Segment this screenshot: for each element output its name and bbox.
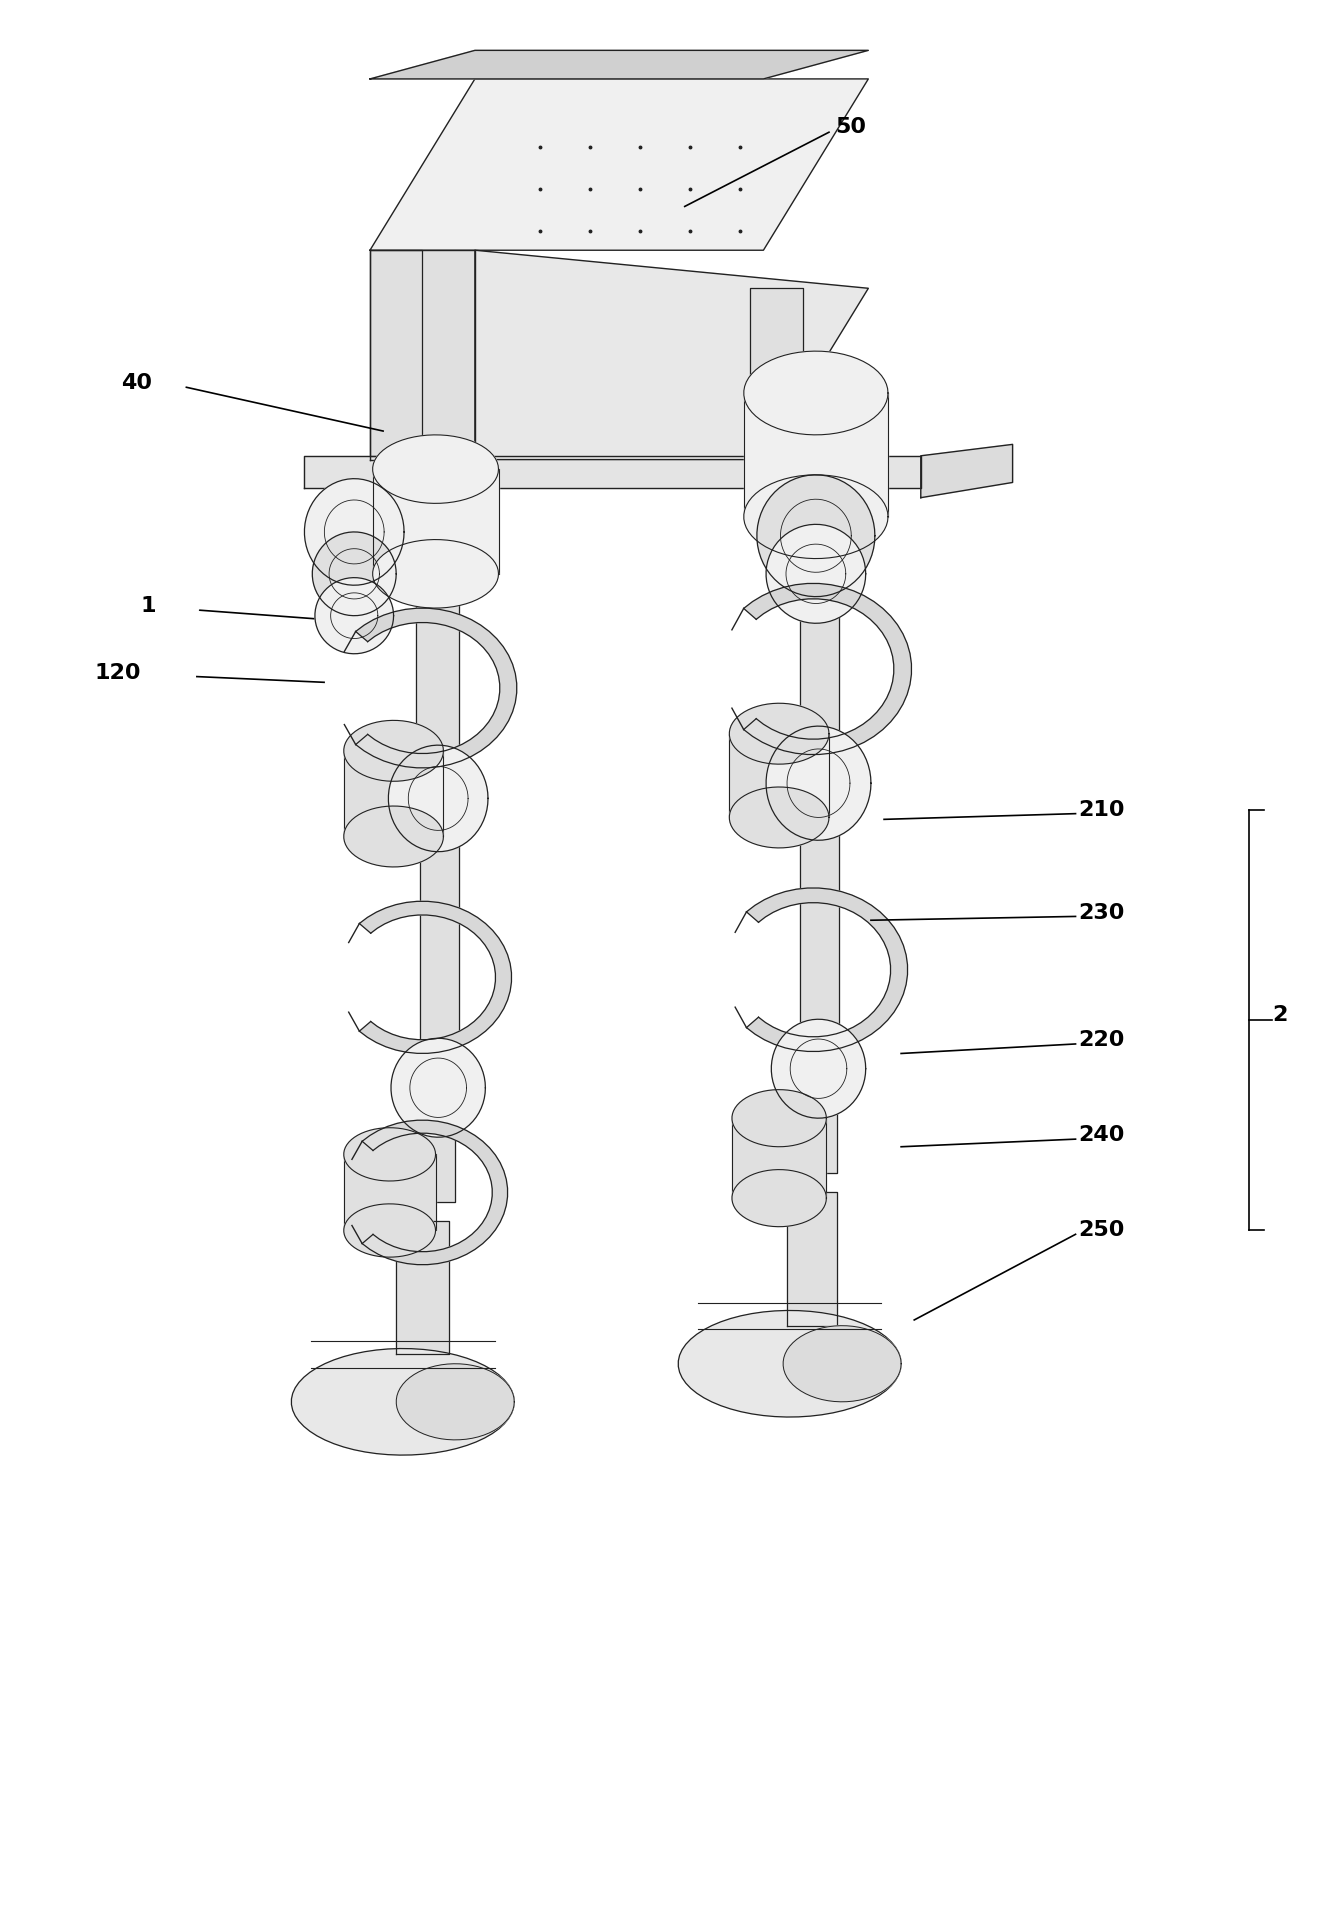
Polygon shape (751, 288, 803, 456)
Polygon shape (747, 888, 907, 1052)
Polygon shape (389, 745, 489, 851)
Polygon shape (732, 1170, 826, 1227)
Polygon shape (370, 250, 475, 460)
Polygon shape (757, 475, 874, 598)
Polygon shape (801, 1069, 836, 1174)
Polygon shape (360, 901, 511, 1054)
Polygon shape (362, 1121, 507, 1264)
Polygon shape (396, 1363, 514, 1439)
Polygon shape (744, 393, 888, 517)
Polygon shape (420, 840, 460, 1079)
Text: 210: 210 (1079, 800, 1125, 819)
Polygon shape (730, 733, 828, 817)
Text: 250: 250 (1079, 1220, 1125, 1241)
Polygon shape (344, 1128, 436, 1182)
Polygon shape (766, 525, 865, 622)
Polygon shape (373, 435, 499, 504)
Polygon shape (730, 703, 828, 764)
Polygon shape (730, 787, 828, 848)
Text: 40: 40 (121, 374, 151, 393)
Polygon shape (356, 609, 516, 767)
Polygon shape (801, 575, 839, 773)
Polygon shape (391, 1038, 486, 1138)
Text: 50: 50 (835, 116, 867, 137)
Polygon shape (784, 1325, 901, 1401)
Polygon shape (732, 1090, 826, 1147)
Polygon shape (370, 78, 868, 250)
Polygon shape (344, 750, 444, 836)
Polygon shape (396, 1222, 449, 1353)
Polygon shape (291, 1348, 514, 1455)
Polygon shape (373, 470, 499, 575)
Polygon shape (344, 806, 444, 867)
Polygon shape (373, 540, 499, 609)
Polygon shape (744, 584, 911, 754)
Text: 230: 230 (1079, 903, 1125, 922)
Text: 2: 2 (1272, 1006, 1288, 1025)
Polygon shape (370, 50, 868, 78)
Polygon shape (772, 1019, 865, 1119)
Text: 120: 120 (95, 662, 141, 683)
Polygon shape (744, 351, 888, 435)
Polygon shape (416, 575, 460, 783)
Polygon shape (370, 250, 423, 456)
Polygon shape (344, 720, 444, 781)
Polygon shape (420, 1088, 456, 1203)
Polygon shape (304, 479, 404, 586)
Polygon shape (678, 1310, 901, 1416)
Polygon shape (732, 1119, 826, 1199)
Text: 240: 240 (1079, 1124, 1125, 1145)
Polygon shape (744, 475, 888, 559)
Polygon shape (304, 456, 921, 489)
Polygon shape (766, 725, 871, 840)
Polygon shape (475, 250, 868, 460)
Text: 1: 1 (141, 596, 155, 617)
Polygon shape (315, 578, 394, 653)
Polygon shape (312, 533, 396, 617)
Polygon shape (921, 445, 1013, 498)
Polygon shape (344, 1205, 436, 1258)
Polygon shape (801, 821, 839, 1059)
Polygon shape (788, 1193, 836, 1325)
Text: 220: 220 (1079, 1031, 1125, 1050)
Polygon shape (344, 1155, 436, 1231)
